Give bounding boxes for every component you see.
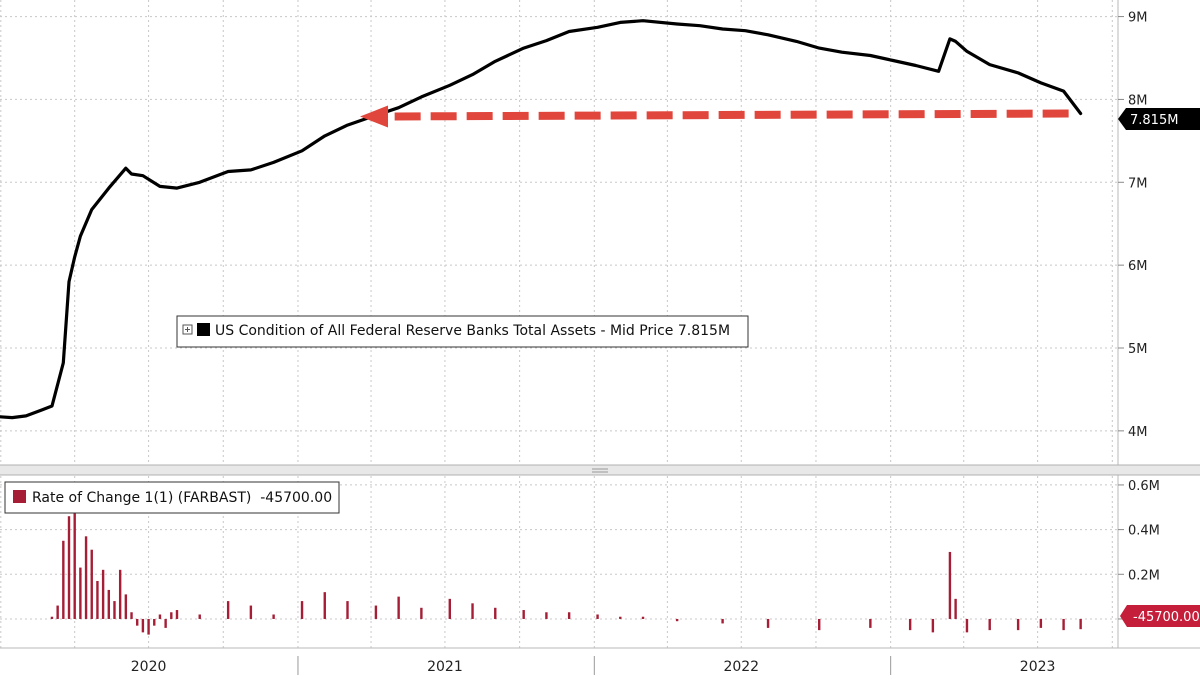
lower-gridlines: [0, 476, 1118, 648]
upper-y-axis-labels: 4M 5M 6M 7M 8M 9M: [1118, 11, 1148, 440]
roc-bar: [73, 493, 76, 619]
roc-bar: [90, 549, 93, 619]
roc-bar: [226, 601, 230, 619]
x-axis: 2020 2021 2022 2023: [131, 656, 1056, 675]
upper-legend-box: [176, 315, 749, 348]
roc-bar: [675, 618, 679, 622]
roc-bar: [84, 536, 88, 619]
rate-of-change-bars: [50, 493, 1082, 635]
roc-bar: [136, 618, 139, 626]
roc-bar: [141, 618, 145, 633]
bar-last-value-tag: -45700.00: [1120, 605, 1200, 627]
x-year-label: 2021: [427, 659, 463, 675]
panel-splitter[interactable]: [0, 465, 1200, 475]
roc-bar: [448, 598, 451, 619]
roc-bar: [346, 601, 349, 619]
roc-bar: [153, 618, 156, 626]
roc-bar: [175, 610, 179, 619]
legend-swatch-black: [197, 323, 210, 336]
roc-bar: [641, 616, 645, 619]
upper-legend[interactable]: US Condition of All Federal Reserve Bank…: [176, 315, 749, 348]
x-year-label: 2022: [723, 659, 759, 675]
roc-bar: [249, 605, 253, 619]
x-year-label: 2020: [131, 659, 167, 675]
roc-bar: [158, 614, 162, 619]
roc-bar: [522, 610, 525, 619]
roc-bar: [818, 618, 821, 631]
roc-bar: [147, 618, 150, 635]
line-last-value-text: 7.815M: [1130, 113, 1178, 128]
roc-bar: [300, 601, 304, 619]
roc-bar: [766, 618, 770, 628]
lower-legend-label: Rate of Change 1(1) (FARBAST) -45700.00: [32, 490, 332, 506]
roc-bar: [965, 618, 969, 633]
y-tick-label: 0.2M: [1128, 568, 1160, 583]
arrow-head: [360, 105, 388, 128]
lower-legend-box: [4, 481, 340, 514]
roc-bar: [619, 616, 622, 619]
roc-bar: [130, 612, 133, 619]
upper-gridlines: [0, 0, 1118, 464]
roc-bar: [954, 598, 957, 619]
roc-bar: [170, 612, 173, 619]
y-tick-label: 0.4M: [1128, 524, 1160, 539]
roc-bar: [50, 616, 54, 619]
legend-swatch-red: [13, 490, 26, 503]
y-tick-label: 8M: [1128, 93, 1148, 108]
roc-bar: [908, 618, 912, 631]
roc-bar: [118, 569, 122, 619]
roc-bar: [1062, 618, 1065, 631]
roc-bar: [494, 607, 497, 619]
roc-bar: [101, 569, 105, 619]
roc-bar: [1079, 618, 1082, 630]
roc-bar: [567, 612, 571, 619]
line-last-value-tag: 7.815M: [1118, 108, 1200, 130]
roc-bar: [323, 592, 326, 619]
x-year-label: 2023: [1020, 659, 1056, 675]
roc-bar: [56, 605, 59, 619]
roc-bar: [545, 612, 548, 619]
y-tick-label: 0.6M: [1128, 479, 1160, 494]
arrow-shaft: [383, 109, 1069, 121]
roc-bar: [596, 614, 599, 619]
roc-bar: [931, 618, 935, 633]
roc-bar: [1039, 618, 1043, 628]
roc-bar: [988, 618, 991, 631]
roc-bar: [272, 614, 275, 619]
roc-bar: [164, 618, 167, 628]
upper-legend-label: US Condition of All Federal Reserve Bank…: [215, 323, 730, 339]
y-tick-label: 5M: [1128, 342, 1148, 357]
roc-bar: [62, 540, 65, 619]
y-tick-label: 7M: [1128, 176, 1148, 191]
y-tick-label: 4M: [1128, 425, 1148, 440]
total-assets-line: [0, 19, 1083, 420]
roc-bar: [113, 601, 116, 619]
roc-bar: [124, 594, 128, 619]
roc-bar: [79, 567, 82, 619]
roc-bar: [107, 589, 110, 619]
roc-bar: [420, 607, 423, 619]
roc-bar: [869, 618, 872, 628]
y-tick-label: 9M: [1128, 11, 1148, 26]
roc-bar: [1016, 618, 1020, 631]
roc-bar: [67, 516, 71, 619]
y-tick-label: 6M: [1128, 259, 1148, 274]
bar-last-value-text: -45700.00: [1133, 610, 1200, 625]
lower-legend[interactable]: Rate of Change 1(1) (FARBAST) -45700.00: [4, 481, 340, 514]
roc-bar: [374, 605, 378, 619]
roc-bar: [471, 603, 474, 619]
roc-bar: [948, 551, 952, 619]
roc-bar: [198, 614, 201, 619]
roc-bar: [721, 618, 724, 624]
dashed-arrow-annotation: [360, 105, 1069, 128]
roc-bar: [397, 596, 400, 619]
roc-bar: [96, 580, 99, 619]
